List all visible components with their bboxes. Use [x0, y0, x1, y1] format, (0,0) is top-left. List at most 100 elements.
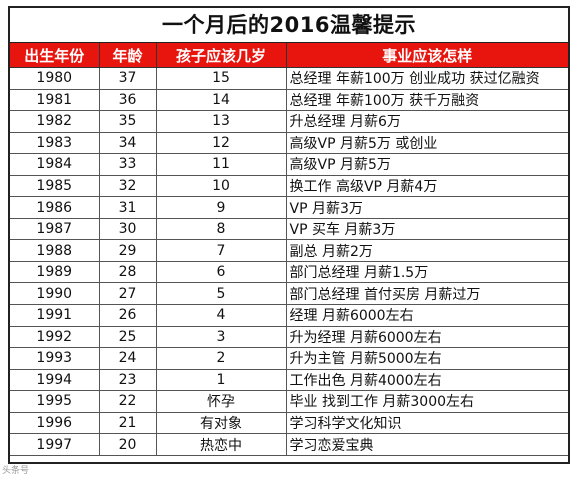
cell-child-age: 2: [155, 347, 287, 370]
header-row: 出生年份 年龄 孩子应该几岁 事业应该怎样: [10, 43, 568, 68]
cell-child-age: 10: [155, 174, 287, 198]
cell-age: 28: [98, 260, 157, 284]
cell-age: 27: [98, 282, 157, 306]
cell-age: 32: [98, 174, 157, 198]
cell-age: 31: [98, 196, 157, 219]
cell-age: 21: [98, 411, 157, 435]
table-row: 1990 27 5 部门总经理 首付买房 月薪过万: [10, 282, 568, 306]
table-row: 1980 37 15 总经理 年薪100万 创业成功 获过亿融资: [10, 67, 568, 90]
cell-career: 总经理 年薪100万 获千万融资: [285, 88, 568, 112]
cell-child-age: 怀孕: [155, 390, 287, 413]
header-age: 年龄: [98, 43, 157, 68]
cell-age: 20: [98, 433, 157, 456]
cell-age: 37: [98, 67, 157, 90]
table-row: 1982 35 13 升总经理 月薪6万: [10, 110, 568, 133]
cell-career: 升为经理 月薪6000左右: [285, 325, 568, 349]
cell-age: 33: [98, 153, 157, 176]
cell-child-age: 9: [155, 196, 287, 219]
table-row: 1986 31 9 VP 月薪3万: [10, 196, 568, 219]
data-table: 出生年份 年龄 孩子应该几岁 事业应该怎样 1980 37 15 总经理 年薪100万…: [10, 43, 568, 456]
cell-career: 升为主管 月薪5000左右: [285, 347, 568, 370]
cell-career: 部门总经理 首付买房 月薪过万: [285, 282, 568, 306]
table-row: 1991 26 4 经理 月薪6000左右: [10, 304, 568, 327]
cell-birth-year: 1992: [10, 325, 100, 349]
cell-child-age: 有对象: [155, 411, 287, 435]
cell-career: 部门总经理 月薪1.5万: [285, 260, 568, 284]
cell-birth-year: 1982: [10, 110, 100, 133]
table-row: 1988 29 7 副总 月薪2万: [10, 239, 568, 262]
table-row: 1997 20 热恋中 学习恋爱宝典: [10, 433, 568, 456]
cell-child-age: 4: [155, 304, 287, 327]
table-row: 1984 33 11 高级VP 月薪5万: [10, 153, 568, 176]
cell-birth-year: 1987: [10, 217, 100, 241]
cell-birth-year: 1986: [10, 196, 100, 219]
cell-birth-year: 1993: [10, 347, 100, 370]
cell-birth-year: 1985: [10, 174, 100, 198]
cell-age: 30: [98, 217, 157, 241]
table-row: 1985 32 10 换工作 高级VP 月薪4万: [10, 174, 568, 198]
cell-child-age: 6: [155, 260, 287, 284]
cell-career: 副总 月薪2万: [285, 239, 568, 262]
cell-birth-year: 1983: [10, 131, 100, 155]
cell-child-age: 7: [155, 239, 287, 262]
cell-child-age: 13: [155, 110, 287, 133]
header-birth-year: 出生年份: [10, 43, 100, 68]
cell-age: 25: [98, 325, 157, 349]
cell-child-age: 12: [155, 131, 287, 155]
header-career: 事业应该怎样: [285, 43, 568, 68]
cell-age: 35: [98, 110, 157, 133]
cell-birth-year: 1991: [10, 304, 100, 327]
cell-birth-year: 1984: [10, 153, 100, 176]
table-row: 1994 23 1 工作出色 月薪4000左右: [10, 368, 568, 392]
cell-age: 23: [98, 368, 157, 392]
table-body: 1980 37 15 总经理 年薪100万 创业成功 获过亿融资 1981 36 14 总经理…: [10, 67, 568, 456]
cell-career: 学习科学文化知识: [285, 411, 568, 435]
cell-child-age: 8: [155, 217, 287, 241]
watermark: 头条号: [2, 466, 30, 476]
cell-birth-year: 1981: [10, 88, 100, 112]
cell-career: 工作出色 月薪4000左右: [285, 368, 568, 392]
cell-birth-year: 1994: [10, 368, 100, 392]
cell-age: 36: [98, 88, 157, 112]
cell-career: 高级VP 月薪5万: [285, 153, 568, 176]
table-row: 1996 21 有对象 学习科学文化知识: [10, 411, 568, 435]
cell-career: 高级VP 月薪5万 或创业: [285, 131, 568, 155]
table-row: 1995 22 怀孕 毕业 找到工作 月薪3000左右: [10, 390, 568, 413]
cell-age: 26: [98, 304, 157, 327]
cell-career: VP 月薪3万: [285, 196, 568, 219]
table-title: 一个月后的2016温馨提示: [10, 8, 568, 43]
cell-birth-year: 1988: [10, 239, 100, 262]
table-row: 1992 25 3 升为经理 月薪6000左右: [10, 325, 568, 349]
cell-career: 经理 月薪6000左右: [285, 304, 568, 327]
cell-child-age: 热恋中: [155, 433, 287, 456]
table-row: 1989 28 6 部门总经理 月薪1.5万: [10, 260, 568, 284]
header-child-age: 孩子应该几岁: [155, 43, 287, 68]
table-row: 1987 30 8 VP 买车 月薪3万: [10, 217, 568, 241]
table-row: 1983 34 12 高级VP 月薪5万 或创业: [10, 131, 568, 155]
table-frame: 一个月后的2016温馨提示 出生年份 年龄 孩子应该几岁 事业应该怎样 1980…: [8, 6, 570, 464]
cell-age: 22: [98, 390, 157, 413]
cell-birth-year: 1997: [10, 433, 100, 456]
cell-age: 34: [98, 131, 157, 155]
table-row: 1993 24 2 升为主管 月薪5000左右: [10, 347, 568, 370]
table-row: 1981 36 14 总经理 年薪100万 获千万融资: [10, 88, 568, 112]
cell-career: 毕业 找到工作 月薪3000左右: [285, 390, 568, 413]
cell-birth-year: 1989: [10, 260, 100, 284]
cell-child-age: 15: [155, 67, 287, 90]
cell-career: VP 买车 月薪3万: [285, 217, 568, 241]
cell-child-age: 14: [155, 88, 287, 112]
cell-age: 29: [98, 239, 157, 262]
cell-birth-year: 1990: [10, 282, 100, 306]
cell-age: 24: [98, 347, 157, 370]
cell-career: 总经理 年薪100万 创业成功 获过亿融资: [285, 67, 568, 90]
cell-child-age: 1: [155, 368, 287, 392]
cell-child-age: 11: [155, 153, 287, 176]
cell-child-age: 5: [155, 282, 287, 306]
cell-birth-year: 1980: [10, 67, 100, 90]
cell-career: 学习恋爱宝典: [285, 433, 568, 456]
cell-career: 升总经理 月薪6万: [285, 110, 568, 133]
cell-child-age: 3: [155, 325, 287, 349]
cell-career: 换工作 高级VP 月薪4万: [285, 174, 568, 198]
cell-birth-year: 1996: [10, 411, 100, 435]
cell-birth-year: 1995: [10, 390, 100, 413]
